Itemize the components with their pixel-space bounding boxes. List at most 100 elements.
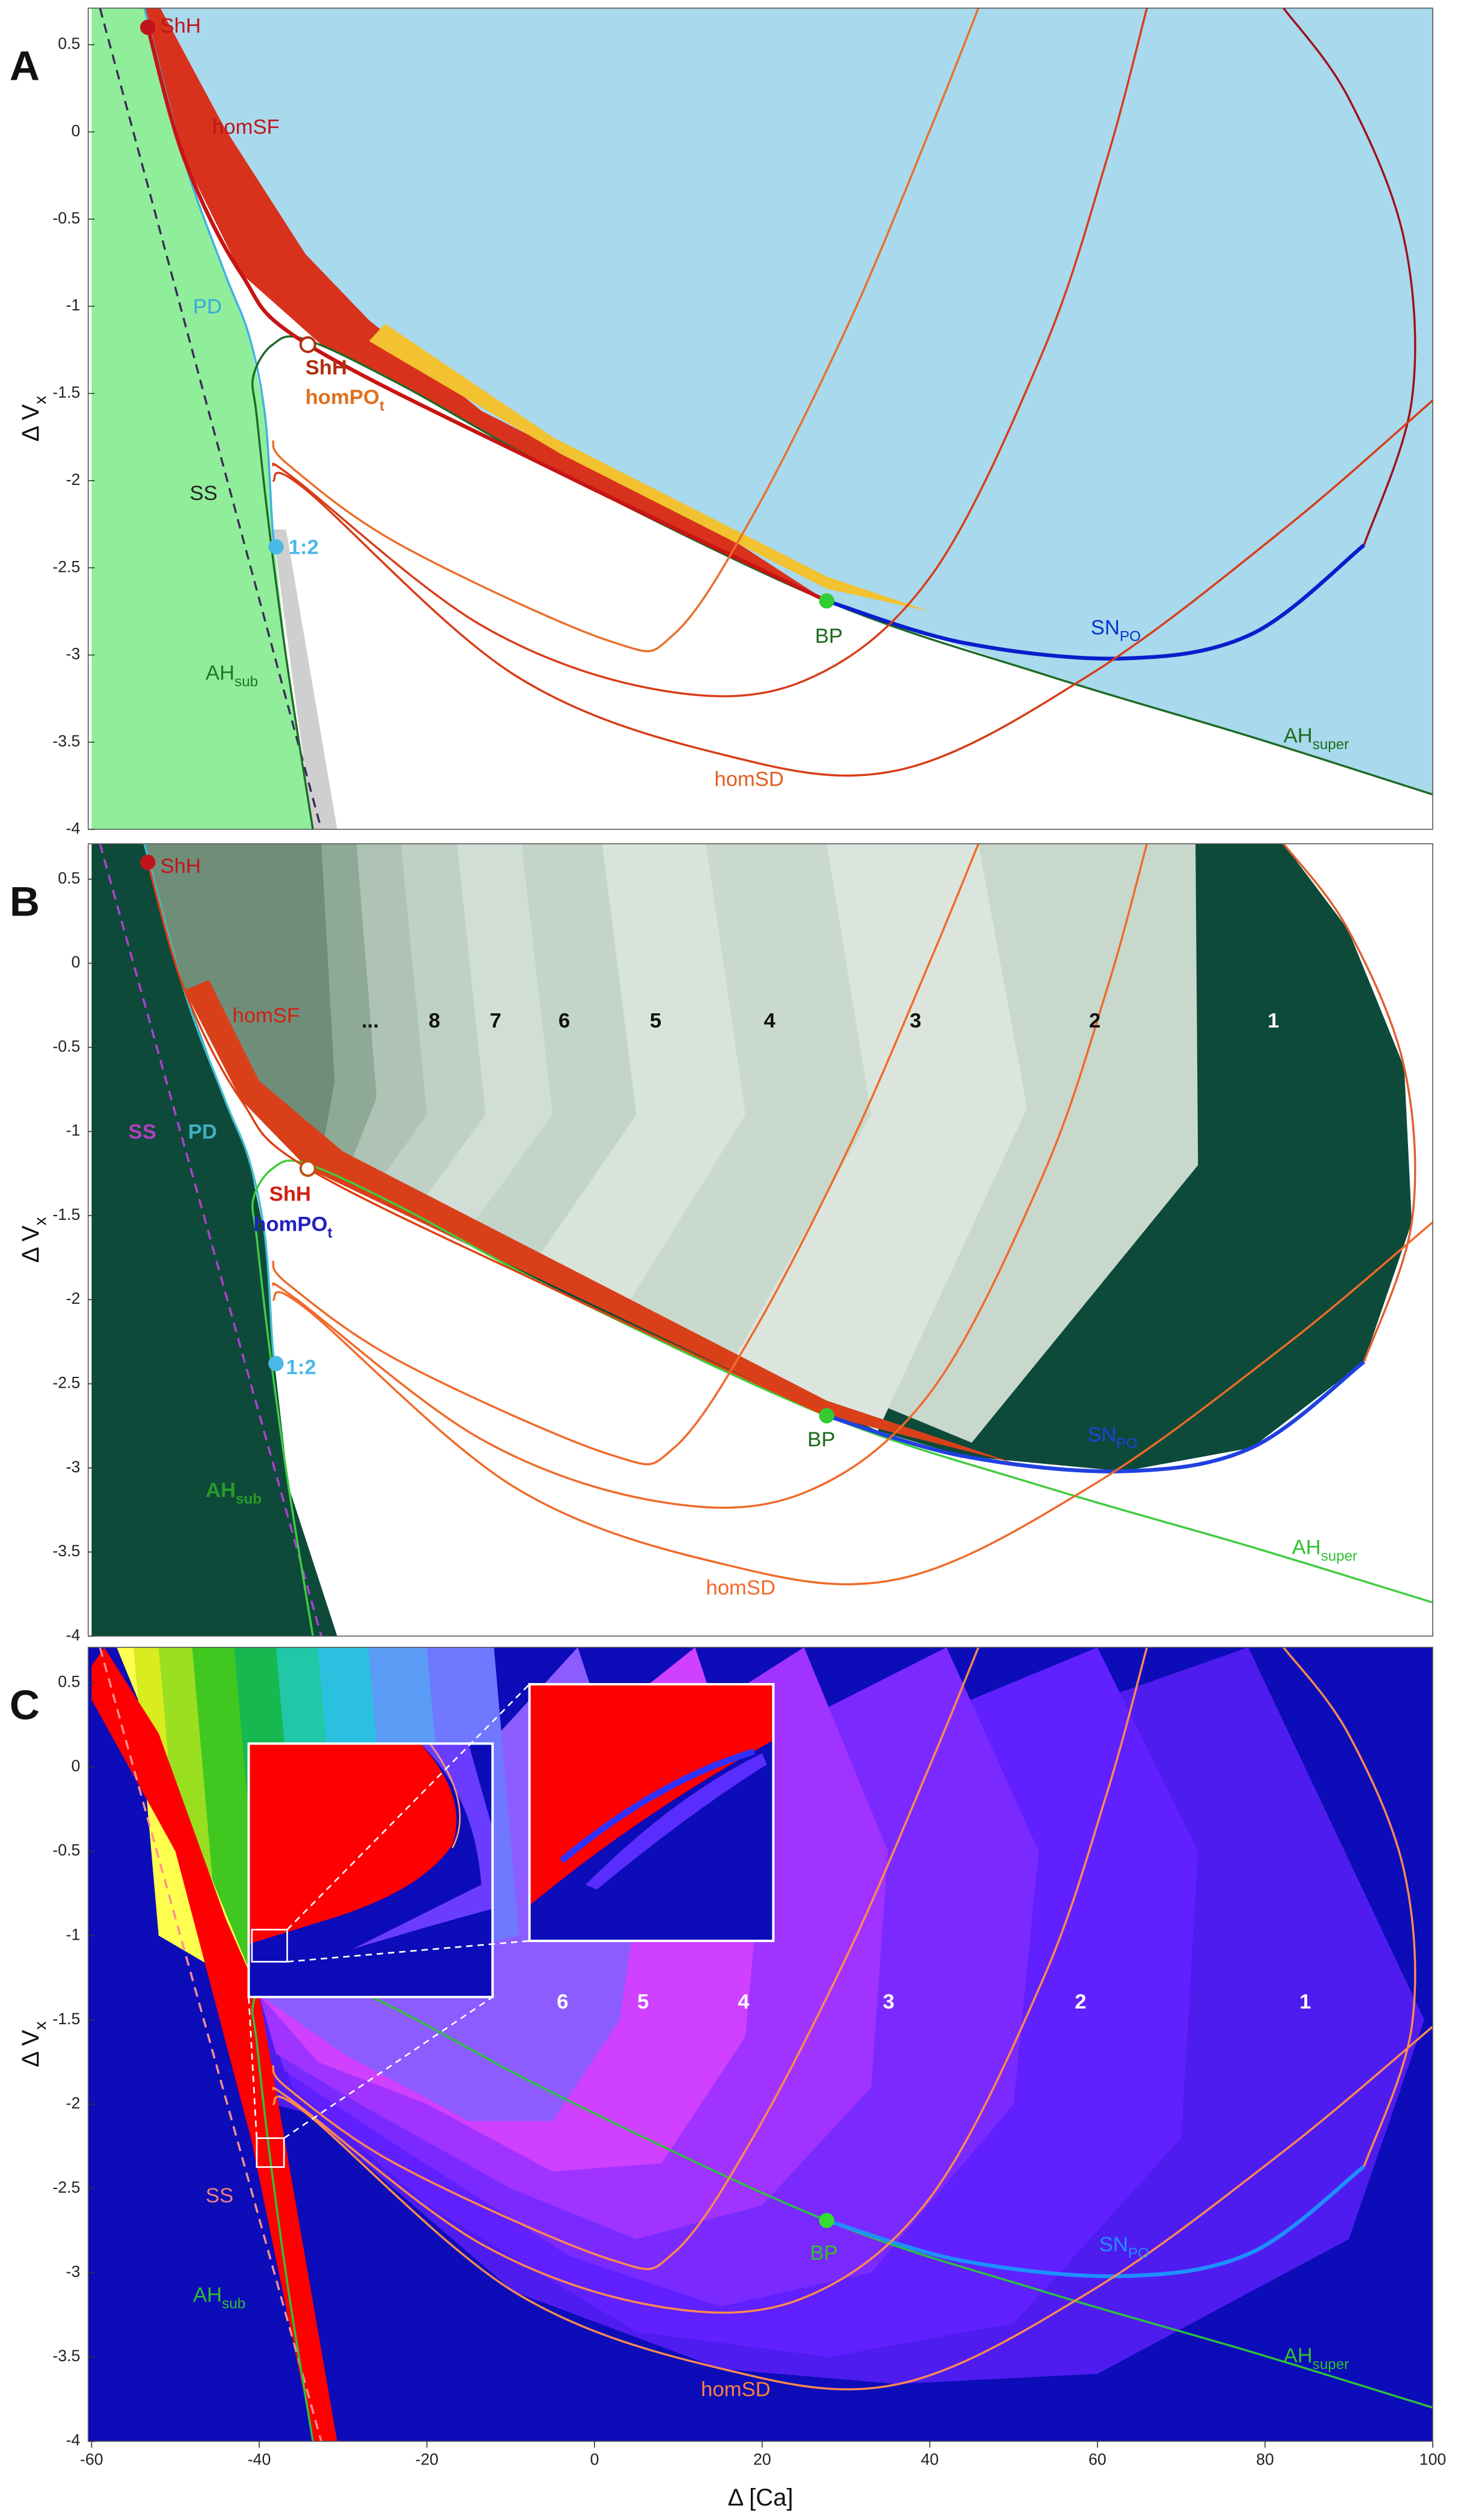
point — [268, 1356, 284, 1371]
y-tick-label: -3 — [66, 645, 80, 663]
annotation: 8 — [428, 1010, 440, 1033]
annotation: SNPO — [1099, 2233, 1150, 2262]
y-axis-label-subscript: x — [31, 396, 50, 404]
inset-curve — [429, 1743, 461, 1848]
annotation-text: homSD — [701, 2378, 770, 2401]
curve — [251, 335, 1433, 830]
annotation-subscript: PO — [1128, 2245, 1150, 2262]
annotation: 2 — [1089, 1010, 1101, 1033]
y-axis-label-text: Δ V — [18, 1225, 44, 1263]
x-tick-label: 20 — [753, 2451, 771, 2469]
annotation-text: 4 — [738, 1990, 750, 2013]
x-tick-label: 40 — [921, 2451, 939, 2469]
y-tick-label: -3 — [66, 1458, 80, 1476]
annotation-text: PD — [193, 295, 222, 318]
y-tick-label: -2.5 — [53, 2178, 80, 2196]
region — [91, 1647, 338, 2441]
annotation: homSD — [715, 768, 784, 791]
annotation-text: AH — [1284, 724, 1313, 747]
annotation-text: AH — [205, 1479, 236, 1502]
region — [91, 8, 313, 830]
annotation-text: BP — [808, 1428, 835, 1451]
y-tick-label: -1 — [66, 1925, 80, 1943]
curve — [272, 1647, 1148, 2314]
annotation-text: ShH — [305, 356, 347, 379]
annotation: SNPO — [1091, 616, 1141, 644]
curve — [272, 2025, 1433, 2391]
y-tick-label: -4 — [66, 2431, 80, 2449]
point — [299, 336, 317, 353]
annotation: SNPO — [1087, 1423, 1137, 1452]
y-tick-label: -2 — [66, 470, 80, 489]
y-tick-label: -2.5 — [53, 557, 80, 575]
point — [299, 1159, 317, 1177]
annotation: ShH — [305, 356, 347, 379]
point — [818, 1408, 835, 1424]
annotation: 1 — [1299, 1990, 1311, 2013]
zoom-line — [283, 1996, 494, 2139]
annotation: AHsuper — [1284, 724, 1349, 752]
region — [144, 8, 827, 601]
annotation-text: SN — [1099, 2233, 1128, 2256]
annotation-text: 5 — [650, 1010, 661, 1033]
y-tick-label: -3.5 — [53, 732, 80, 750]
annotation: homPOt — [305, 386, 384, 414]
annotation: ... — [361, 1010, 379, 1033]
annotation: BP — [810, 2242, 838, 2265]
curve — [251, 1963, 1433, 2441]
annotation-subscript: t — [379, 398, 384, 414]
region — [91, 844, 338, 1637]
y-tick-label: -1.5 — [53, 1205, 80, 1223]
annotation-subscript: sub — [234, 673, 258, 690]
annotation: SS — [190, 482, 217, 505]
annotation-text: 1 — [1299, 1990, 1311, 2013]
y-tick-label: -1.5 — [53, 2010, 80, 2028]
annotation: 1 — [1267, 1010, 1279, 1033]
y-tick-label: -2.5 — [53, 1373, 80, 1391]
point — [818, 593, 835, 609]
inset-red-area — [248, 1743, 457, 1945]
annotation-text: SS — [129, 1121, 156, 1144]
region — [368, 324, 930, 612]
annotation-subscript: sub — [236, 1491, 262, 1507]
y-axis-label: Δ Vx — [18, 2021, 50, 2067]
curve — [98, 8, 323, 830]
x-tick-label: 80 — [1256, 2451, 1275, 2469]
annotation-subscript: PO — [1120, 628, 1141, 644]
zoom-line — [287, 1940, 530, 1963]
plot-frame — [88, 1647, 1433, 2442]
annotation: ShH — [160, 14, 201, 37]
annotation: homPOt — [253, 1213, 332, 1242]
annotation: 6 — [559, 1010, 570, 1033]
annotation-text: 3 — [883, 1990, 895, 2013]
annotation: 5 — [637, 1990, 649, 2013]
annotation-text: AH — [205, 662, 234, 685]
annotation: 1:2 — [286, 1356, 317, 1379]
x-tick-label: -40 — [248, 2451, 271, 2469]
annotation-text: AH — [193, 2284, 222, 2307]
annotation: BP — [815, 625, 843, 648]
annotation: ShH — [160, 854, 201, 877]
zoom-line — [248, 1996, 258, 2138]
plot-frame — [88, 843, 1433, 1637]
curve — [98, 1647, 323, 2441]
annotation-text: 8 — [428, 1010, 440, 1033]
annotation: 3 — [910, 1010, 921, 1033]
inset-frame — [247, 1742, 494, 1998]
region — [144, 8, 1433, 795]
annotation-subscript: sub — [222, 2296, 245, 2312]
annotation-text: BP — [815, 625, 843, 648]
y-tick-label: 0 — [71, 121, 80, 139]
y-tick-label: -4 — [66, 819, 80, 837]
annotation: 3 — [883, 1990, 895, 2013]
annotation: ShH — [269, 1183, 311, 1206]
panel-letter: B — [10, 877, 40, 925]
annotation-text: homSF — [212, 116, 279, 139]
annotation-text: 6 — [557, 1990, 568, 2013]
annotation-text: homSD — [706, 1576, 776, 1599]
annotation: PD — [188, 1121, 217, 1144]
annotation-text: AH — [1284, 2344, 1313, 2367]
